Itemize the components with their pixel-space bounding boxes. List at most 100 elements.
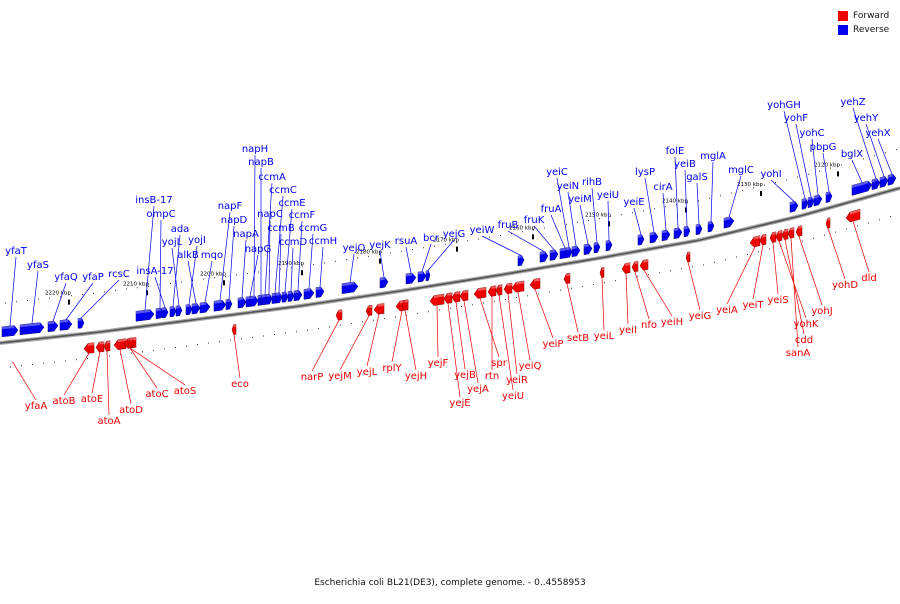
gene-yohI[interactable] <box>789 200 799 213</box>
gene-label-yeiP[interactable]: yeiP <box>543 339 564 350</box>
gene-yejK[interactable] <box>379 277 389 289</box>
gene-label-yohC[interactable]: yohC <box>799 128 824 139</box>
gene-label-yeiA[interactable]: yeiA <box>716 305 738 316</box>
gene-label-yejM[interactable]: yejM <box>328 371 351 382</box>
gene-label-napH[interactable]: napH <box>242 144 268 155</box>
gene-label-bglX[interactable]: bglX <box>841 149 863 160</box>
gene-bglX[interactable] <box>851 180 873 196</box>
gene-pbpG[interactable] <box>825 191 833 204</box>
gene-label-yohD[interactable]: yohD <box>832 280 858 291</box>
gene-label-yeiS[interactable]: yeiS <box>767 295 788 306</box>
gene-label-yejF[interactable]: yejF <box>428 358 449 369</box>
gene-mglA[interactable] <box>707 220 715 233</box>
gene-sanA[interactable] <box>787 227 795 239</box>
gene-label-napD[interactable]: napD <box>221 215 248 226</box>
gene-label-yeiQ[interactable]: yeiQ <box>519 361 542 372</box>
gene-yeiU[interactable] <box>605 240 613 252</box>
gene-label-ccmB[interactable]: ccmB <box>267 223 295 234</box>
gene-yeiW[interactable] <box>517 255 525 267</box>
gene-fruB[interactable] <box>539 251 549 263</box>
gene-label-spr[interactable]: spr <box>491 358 508 369</box>
gene-yojL[interactable] <box>175 305 183 317</box>
gene-label-ccmC[interactable]: ccmC <box>269 185 297 196</box>
gene-label-napC[interactable]: napC <box>257 209 283 220</box>
gene-insA-17[interactable] <box>161 307 169 319</box>
gene-narP[interactable] <box>335 309 343 321</box>
gene-yfaQ[interactable] <box>47 320 59 332</box>
gene-spr[interactable] <box>473 286 487 299</box>
gene-label-rtn[interactable]: rtn <box>485 371 499 382</box>
gene-label-napF[interactable]: napF <box>218 201 243 212</box>
gene-label-ccmE[interactable]: ccmE <box>278 198 305 209</box>
gene-yeiN[interactable] <box>571 245 581 258</box>
gene-label-yehY[interactable]: yehY <box>854 113 879 124</box>
gene-label-sanA[interactable]: sanA <box>786 348 811 359</box>
gene-label-atoD[interactable]: atoD <box>119 405 143 416</box>
gene-label-yehZ[interactable]: yehZ <box>840 97 865 108</box>
gene-yeiS[interactable] <box>769 231 777 243</box>
gene-insB-17[interactable] <box>135 309 155 322</box>
gene-cirA[interactable] <box>661 229 671 242</box>
gene-label-yojI[interactable]: yojI <box>188 235 206 246</box>
gene-yeiB[interactable] <box>683 225 691 238</box>
gene-yejO[interactable] <box>341 281 359 294</box>
gene-setB[interactable] <box>563 272 571 284</box>
gene-yfaP[interactable] <box>59 319 73 331</box>
gene-label-ccmF[interactable]: ccmF <box>289 210 316 221</box>
gene-label-rplY[interactable]: rplY <box>382 363 402 374</box>
gene-yfaT[interactable] <box>1 325 19 338</box>
gene-yeiR[interactable] <box>503 282 513 295</box>
gene-napF[interactable] <box>213 299 227 312</box>
gene-label-yohI[interactable]: yohI <box>760 169 781 180</box>
gene-label-eco[interactable]: eco <box>231 379 249 390</box>
gene-galS[interactable] <box>695 223 703 236</box>
gene-mqo[interactable] <box>199 301 211 314</box>
gene-label-ompC[interactable]: ompC <box>146 209 175 220</box>
gene-label-bcr[interactable]: bcr <box>423 233 440 244</box>
gene-label-nfo[interactable]: nfo <box>641 320 657 331</box>
gene-yohJ[interactable] <box>795 225 803 237</box>
gene-label-yeiN[interactable]: yeiN <box>557 181 579 192</box>
gene-label-rcsC[interactable]: rcsC <box>108 269 130 280</box>
gene-label-narP[interactable]: narP <box>301 372 324 383</box>
gene-label-yfaQ[interactable]: yfaQ <box>54 272 78 283</box>
gene-yejH[interactable] <box>401 299 409 311</box>
gene-label-napG[interactable]: napG <box>245 244 272 255</box>
gene-label-alkB[interactable]: alkB <box>177 250 199 261</box>
gene-yejG[interactable] <box>425 270 431 282</box>
gene-label-yfaA[interactable]: yfaA <box>25 401 48 412</box>
gene-label-atoS[interactable]: atoS <box>174 386 197 397</box>
gene-label-yeiC[interactable]: yeiC <box>546 167 568 178</box>
gene-label-cirA[interactable]: cirA <box>653 182 672 193</box>
gene-label-yohJ[interactable]: yohJ <box>811 306 832 317</box>
gene-mglC[interactable] <box>723 216 735 229</box>
gene-rsuA[interactable] <box>405 272 417 285</box>
gene-bcr[interactable] <box>417 271 427 283</box>
gene-label-folE[interactable]: folE <box>666 146 685 157</box>
gene-yeiI[interactable] <box>621 262 631 274</box>
gene-label-napA[interactable]: napA <box>233 229 259 240</box>
gene-label-fruB[interactable]: fruB <box>498 220 519 231</box>
gene-label-rsuA[interactable]: rsuA <box>395 236 418 247</box>
gene-label-fruK[interactable]: fruK <box>524 215 545 226</box>
gene-label-ccmH[interactable]: ccmH <box>309 236 337 247</box>
gene-rtn[interactable] <box>487 285 497 297</box>
gene-atoB[interactable] <box>83 342 95 354</box>
gene-yeiQ[interactable] <box>511 280 525 293</box>
gene-ccmF[interactable] <box>293 289 303 302</box>
gene-rcsC[interactable] <box>77 317 85 329</box>
gene-yfaS[interactable] <box>19 322 45 336</box>
gene-dld[interactable] <box>845 208 861 223</box>
gene-label-yejK[interactable]: yejK <box>369 240 391 251</box>
gene-yeiC[interactable] <box>565 246 573 259</box>
gene-eco[interactable] <box>231 324 237 335</box>
gene-label-dld[interactable]: dld <box>861 273 876 284</box>
gene-label-yeiE[interactable]: yeiE <box>623 197 644 208</box>
gene-yohC[interactable] <box>813 194 823 207</box>
gene-label-yejL[interactable]: yejL <box>357 367 378 378</box>
gene-atoD[interactable] <box>113 338 127 350</box>
gene-label-yeiU[interactable]: yeiU <box>502 391 524 402</box>
gene-yejE[interactable] <box>443 292 453 304</box>
gene-label-ada[interactable]: ada <box>171 224 190 235</box>
gene-yehY[interactable] <box>879 176 889 188</box>
